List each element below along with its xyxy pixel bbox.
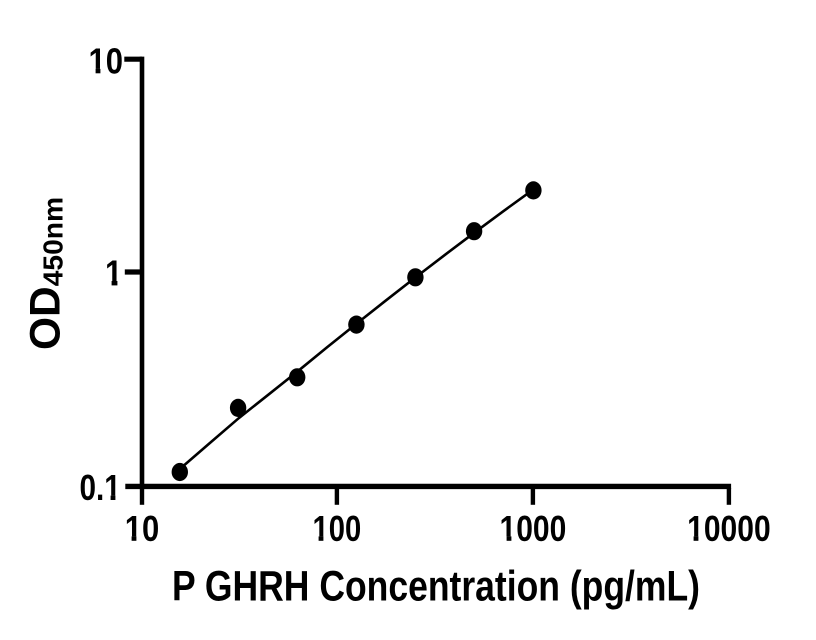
svg-text:1: 1 (105, 253, 122, 294)
svg-text:P GHRH Concentration (pg/mL): P GHRH Concentration (pg/mL) (172, 563, 700, 611)
svg-text:10000: 10000 (687, 508, 771, 549)
svg-text:10: 10 (89, 41, 124, 82)
svg-text:0.1: 0.1 (80, 467, 121, 508)
svg-text:10: 10 (125, 508, 160, 549)
svg-text:100: 100 (313, 508, 362, 549)
svg-text:1000: 1000 (500, 508, 567, 549)
